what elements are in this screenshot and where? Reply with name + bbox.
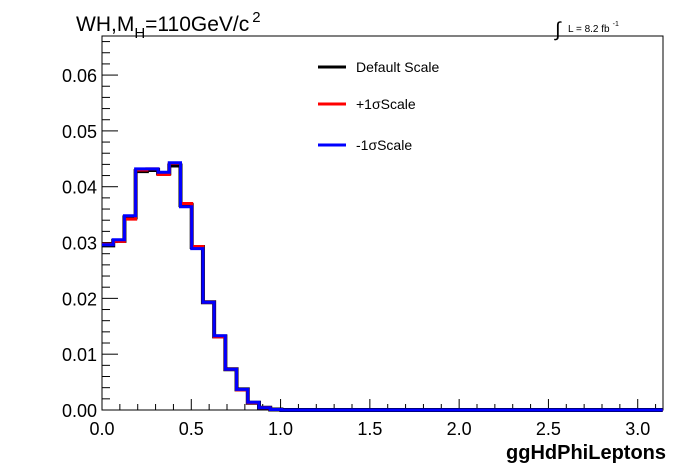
y-tick-label: 0.04 [62,178,97,198]
integral-symbol: ∫ [554,19,562,41]
legend: Default Scale +1σScale -1σScale [318,59,439,153]
series-line-3 [102,161,663,412]
series-layer [102,161,663,412]
legend-label: Default Scale [356,59,439,75]
x-tick-label: 2.0 [447,419,472,439]
legend-label: -1σScale [356,137,412,153]
y-tick-label: 0.02 [62,289,97,309]
x-tick-label: 0.0 [89,419,114,439]
x-tick-label: 3.0 [625,419,650,439]
y-tick-label: 0.01 [62,345,97,365]
x-tick-label: 1.5 [357,419,382,439]
legend-label: +1σScale [356,96,416,112]
y-tick-label: 0.05 [62,122,97,142]
luminosity-label: L = 8.2 fb -1 [568,21,619,35]
chart-title: WH,MH=110GeV/c 2 [76,9,261,42]
axis-tick-labels: 0.0 0.5 1.0 1.5 2.0 2.5 3.0 0.00 0.01 0.02 0.03 0.0… [62,66,650,439]
y-tick-label: 0.03 [62,234,97,254]
x-axis-label: ggHdPhiLeptons [506,442,666,464]
y-tick-label: 0.00 [62,401,97,421]
x-tick-label: 1.0 [268,419,293,439]
y-tick-label: 0.06 [62,66,97,86]
x-tick-label: 0.5 [179,419,204,439]
x-tick-label: 2.5 [536,419,561,439]
